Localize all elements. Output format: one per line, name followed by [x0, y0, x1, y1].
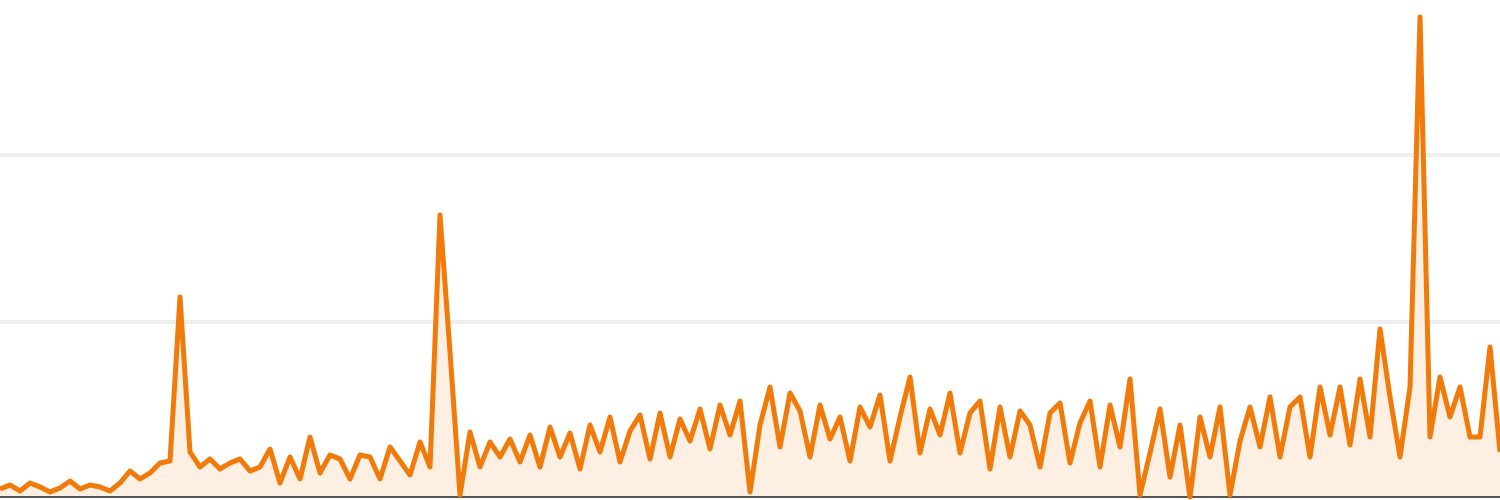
line [0, 14, 1500, 500]
area-fill [0, 17, 1500, 497]
